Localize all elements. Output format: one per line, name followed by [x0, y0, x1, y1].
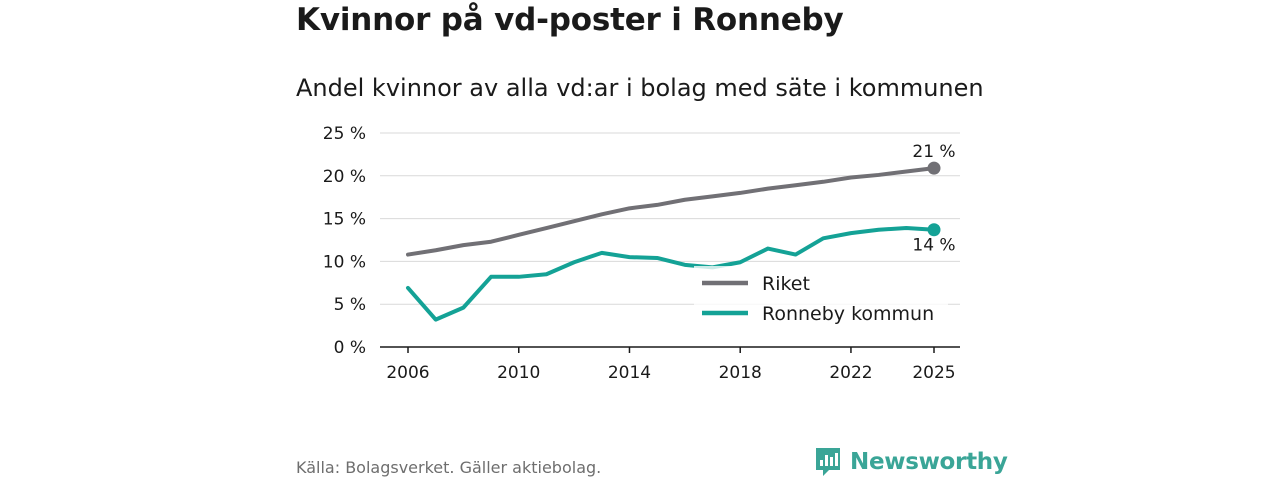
end-point — [927, 161, 941, 175]
brand-name: Newsworthy — [850, 449, 1008, 475]
series-line — [406, 226, 936, 322]
brand-logo: Newsworthy — [814, 446, 1008, 478]
x-tick-label: 2010 — [497, 363, 540, 383]
chart-title: Kvinnor på vd-poster i Ronneby — [296, 2, 844, 38]
legend: Riket Ronneby kommun — [694, 266, 948, 334]
end-point — [927, 223, 941, 237]
y-tick-label: 25 % — [323, 124, 366, 144]
y-tick-label: 10 % — [323, 252, 366, 272]
x-tick-label: 2025 — [912, 363, 955, 383]
y-tick-label: 5 % — [334, 295, 366, 315]
legend-background — [694, 266, 948, 334]
legend-label: Ronneby kommun — [762, 303, 934, 325]
source-note: Källa: Bolagsverket. Gäller aktiebolag. — [296, 458, 602, 477]
x-tick-label: 2014 — [608, 363, 651, 383]
end-points: 21 % 14 % — [912, 142, 955, 256]
newsworthy-logo-icon — [816, 448, 840, 476]
chart-subtitle: Andel kvinnor av alla vd:ar i bolag med … — [296, 74, 984, 102]
x-tick-label: 2022 — [829, 363, 872, 383]
y-axis-ticks: 0 % 5 % 10 % 15 % 20 % 25 % — [323, 124, 366, 358]
series-line — [406, 166, 936, 257]
series-lines — [406, 166, 936, 322]
y-tick-label: 0 % — [334, 338, 366, 358]
x-axis-ticks: 2006 2010 2014 2018 2022 2025 — [386, 347, 956, 383]
x-tick-label: 2018 — [719, 363, 762, 383]
end-value-label: 21 % — [912, 142, 955, 162]
legend-label: Riket — [762, 273, 810, 295]
y-tick-label: 20 % — [323, 167, 366, 187]
end-value-label: 14 % — [912, 236, 955, 256]
x-tick-label: 2006 — [386, 363, 429, 383]
y-tick-label: 15 % — [323, 210, 366, 230]
